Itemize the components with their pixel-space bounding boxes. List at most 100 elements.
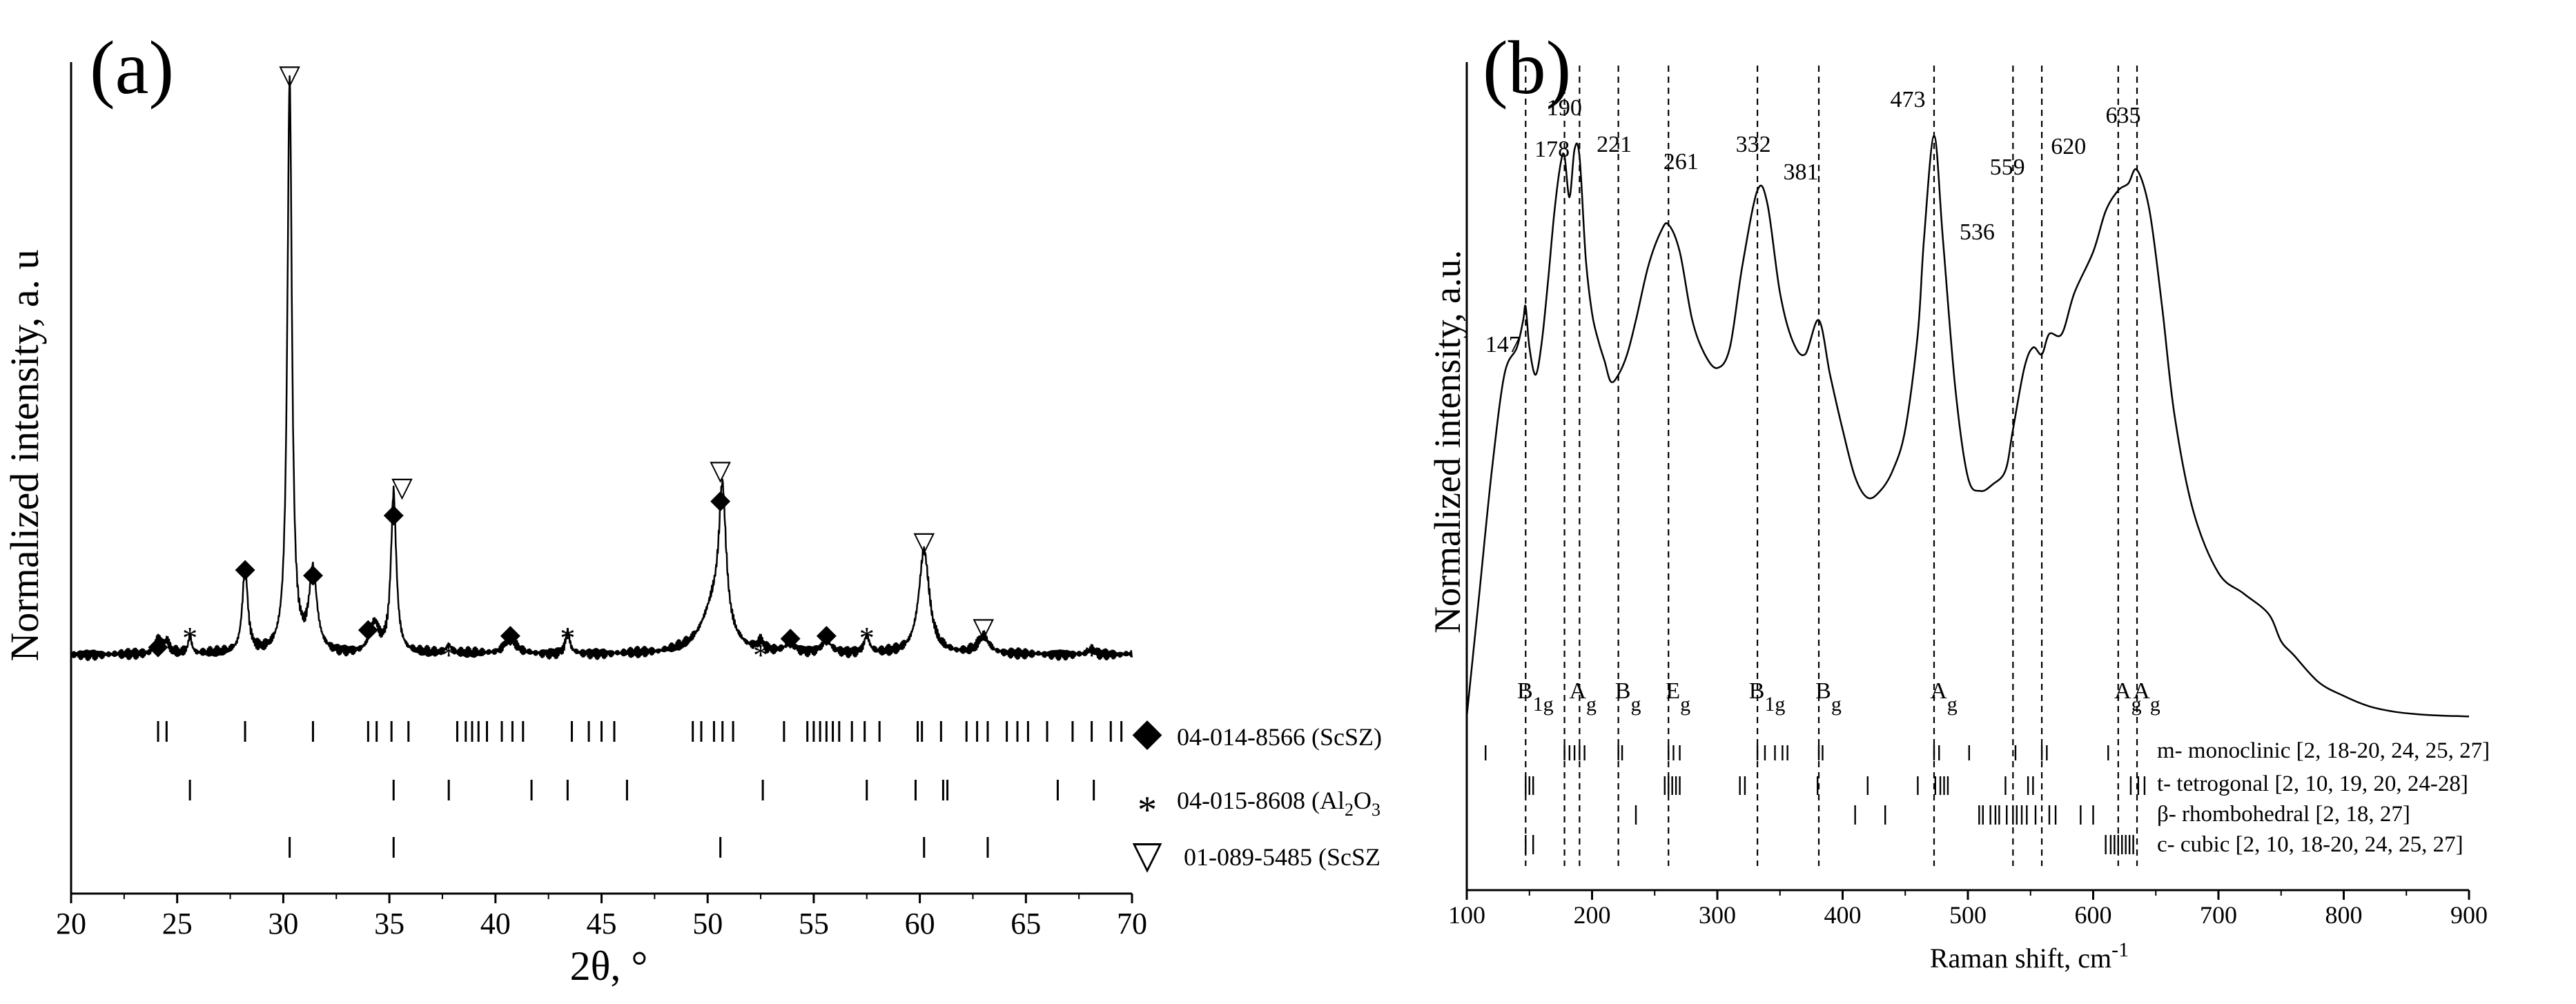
peak-label: 620 [2051, 134, 2086, 159]
peak-label: 190 [1547, 95, 1582, 121]
panel-b: (b) Normalized intensity, a.u. Raman shi… [1427, 26, 2490, 974]
reference-symbol: ▽ [1132, 834, 1162, 877]
peak-marker: * [1084, 638, 1100, 672]
reference-label-al2o3: 04-015-8608 (Al2O3 [1177, 787, 1380, 820]
panel-a-x-tick-label: 65 [1011, 907, 1041, 941]
panel-a-x-tick-label: 20 [56, 907, 86, 941]
reference-symbol: * [1138, 789, 1157, 831]
mode-label-sub: g [2150, 693, 2160, 716]
peak-label: 261 [1663, 149, 1699, 175]
reference-label-tetragonal: t- tetrogonal [2, 10, 19, 20, 24-28] [2157, 771, 2468, 796]
panel-a-x-tick-label: 50 [692, 907, 723, 941]
mode-label-sub: 1g [1764, 693, 1785, 716]
panel-a-x-tick-label: 55 [799, 907, 829, 941]
panel-a-x-tick-label: 40 [480, 907, 511, 941]
panel-b-x-tick-label: 800 [2325, 901, 2363, 929]
mode-label: Bg [1615, 678, 1641, 716]
mode-label-main: B [1517, 678, 1533, 704]
panel-a-x-tick-label: 70 [1117, 907, 1147, 941]
peak-marker: * [182, 621, 197, 655]
panel-b-y-axis-title: Normalized intensity, a.u. [1427, 250, 1468, 633]
peak-marker: ◆ [710, 485, 731, 514]
mode-label-sub: g [1680, 693, 1690, 716]
peak-marker: ▽ [279, 59, 300, 90]
panel-b-label: (b) [1483, 26, 1571, 110]
peak-label: 147 [1485, 332, 1521, 357]
peak-marker: ▽ [391, 472, 413, 503]
panel-b-x-tick-label: 900 [2450, 901, 2488, 929]
panel-b-x-label-sup: -1 [2111, 938, 2129, 961]
peak-marker: * [560, 621, 575, 655]
mode-label-sub: g [1947, 693, 1958, 716]
reference-symbol: ◆ [1132, 711, 1162, 754]
mode-label-main: B [1615, 678, 1631, 704]
mode-label: Ag [1930, 678, 1958, 716]
mode-label: Ag [2114, 678, 2142, 716]
panel-a-series-line [70, 75, 1133, 662]
panel-a-y-label: Normalized intensity, a. u [2, 249, 47, 661]
mode-label-main: E [1666, 678, 1680, 704]
reference-label-cubic: c- cubic [2, 10, 18-20, 24, 25, 27] [2157, 832, 2463, 857]
panel-a-x-label: 2θ, ° [570, 943, 648, 989]
peak-marker: ◆ [148, 631, 168, 660]
panel-b-x-tick-label: 600 [2075, 901, 2112, 929]
mode-label-sub: g [1831, 693, 1842, 716]
mode-label: Ag [1569, 678, 1597, 716]
panel-b-series-line [1465, 135, 2470, 718]
peak-label: 221 [1597, 132, 1632, 157]
reference-label-scsz-1: 04-014-8566 (ScSZ) [1177, 723, 1382, 751]
peak-label: 559 [1990, 155, 2025, 180]
peak-label: 178 [1534, 137, 1570, 162]
panel-b-x-tick-label: 700 [2200, 901, 2237, 929]
mode-label-main: A [2133, 678, 2150, 704]
mode-label-sub: 1g [1533, 693, 1554, 716]
panel-b-x-label: Raman shift, cm-1 [1930, 938, 2129, 974]
peak-marker: ◆ [384, 500, 404, 529]
reference-label-al2o3-main: 04-015-8608 (Al [1177, 787, 1345, 814]
panel-b-x-tick-label: 500 [1949, 901, 1987, 929]
mode-label: B1g [1517, 678, 1554, 716]
reference-label-scsz-2: 01-089-5485 (ScSZ [1184, 843, 1380, 871]
panel-a: (a) 04-014-8566 (ScSZ) 04-015-8608 (Al2O… [2, 26, 1382, 989]
peak-marker: ◆ [303, 560, 324, 589]
panel-a-x-tick-label: 45 [587, 907, 617, 941]
reference-label-rhombohedral: β- rhombohedral [2, 18, 27] [2157, 802, 2410, 827]
mode-label-main: A [1930, 678, 1947, 704]
mode-label: Ag [2133, 678, 2160, 716]
peak-marker: ▽ [913, 526, 935, 558]
panel-b-x-label-main: Raman shift, cm [1930, 943, 2111, 974]
peak-marker: * [753, 638, 768, 672]
mode-label-main: B [1749, 678, 1765, 704]
panel-a-x-tick-label: 25 [162, 907, 193, 941]
reference-label-monoclinic: m- monoclinic [2, 18-20, 24, 25, 27] [2157, 738, 2490, 763]
panel-a-x-tick-label: 35 [374, 907, 404, 941]
peak-marker: ◆ [358, 614, 379, 643]
panel-b-reference-labels: m- monoclinic [2, 18-20, 24, 25, 27] t- … [2157, 738, 2490, 857]
mode-label-main: B [1815, 678, 1831, 704]
panel-a-reference-labels: 04-014-8566 (ScSZ) 04-015-8608 (Al2O3 01… [1177, 723, 1382, 871]
peak-label: 473 [1890, 87, 1925, 112]
reference-label-al2o3-sub1: 2 [1345, 800, 1354, 820]
reference-label-al2o3-mid: O [1354, 787, 1372, 814]
panel-a-label: (a) [90, 26, 174, 110]
peak-marker: ▽ [710, 455, 731, 486]
panel-a-x-tick-label: 30 [268, 907, 298, 941]
mode-label-sub: g [2131, 693, 2142, 716]
peak-label: 332 [1736, 132, 1771, 157]
panel-a-x-tick-label: 60 [905, 907, 935, 941]
mode-label-sub: g [1630, 693, 1641, 716]
peak-label: 536 [1960, 219, 1995, 245]
reference-label-al2o3-sub2: 3 [1372, 800, 1380, 820]
mode-label-sub: g [1586, 693, 1597, 716]
panel-a-y-axis-title: Normalized intensity, a. u [2, 249, 47, 661]
panel-b-y-label: Normalized intensity, a.u. [1427, 250, 1468, 633]
mode-label: B1g [1749, 678, 1786, 716]
peak-marker: * [859, 621, 875, 655]
panel-b-x-tick-label: 100 [1448, 901, 1485, 929]
mode-label: Bg [1815, 678, 1842, 716]
peak-marker: ◆ [817, 620, 837, 649]
peak-marker: * [441, 638, 456, 672]
panel-b-x-tick-label: 200 [1574, 901, 1611, 929]
panel-b-x-tick-label: 400 [1824, 901, 1862, 929]
